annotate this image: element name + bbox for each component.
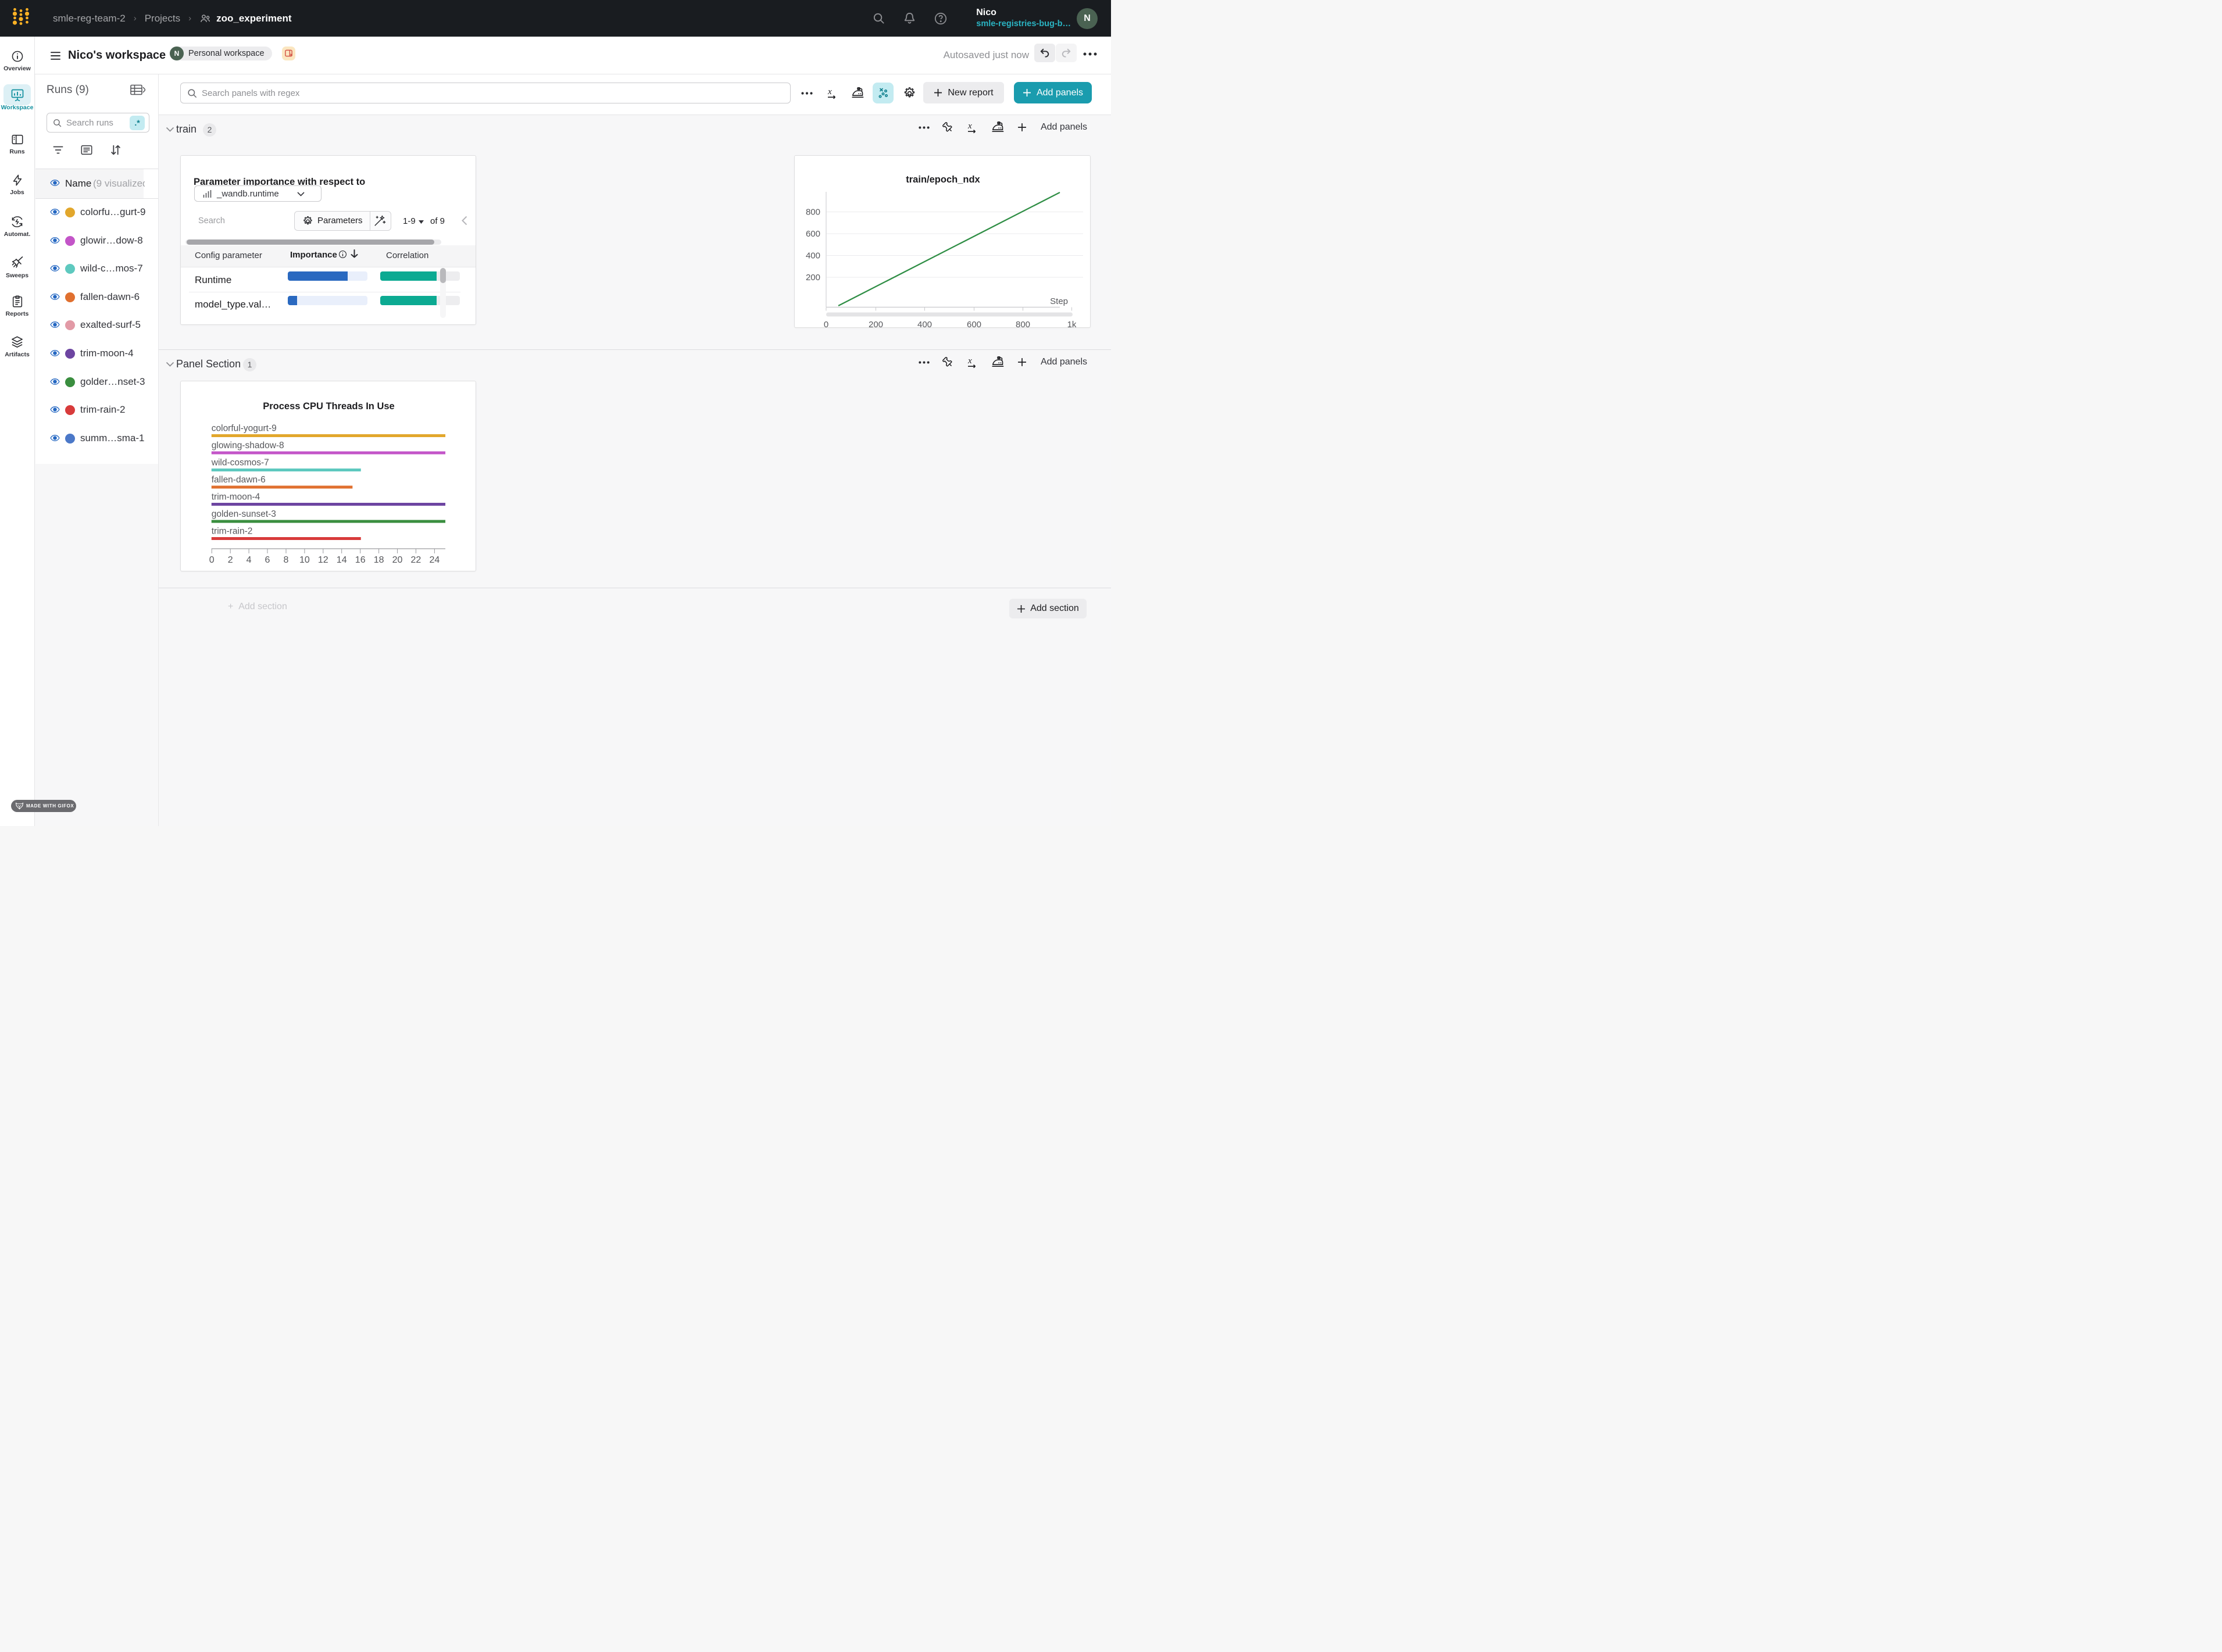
svg-text:2: 2 [228, 555, 233, 565]
svg-text:golden-sunset-3: golden-sunset-3 [212, 509, 276, 519]
svg-text:8: 8 [284, 555, 289, 565]
svg-text:x: x [967, 121, 972, 131]
svg-text:fallen-dawn-6: fallen-dawn-6 [212, 475, 266, 485]
svg-text:16: 16 [355, 555, 366, 565]
svg-text:x: x [827, 87, 832, 96]
svg-text:200: 200 [806, 273, 820, 283]
svg-text:14: 14 [337, 555, 347, 565]
svg-text:22: 22 [411, 555, 421, 565]
svg-text:4: 4 [247, 555, 252, 565]
svg-text:20: 20 [392, 555, 403, 565]
svg-text:600: 600 [806, 229, 820, 239]
svg-text:18: 18 [374, 555, 384, 565]
svg-text:6: 6 [265, 555, 270, 565]
svg-text:800: 800 [806, 208, 820, 217]
svg-text:200: 200 [869, 320, 883, 327]
svg-text:x: x [967, 356, 972, 366]
svg-text:Step: Step [1050, 296, 1068, 306]
svg-text:24: 24 [430, 555, 440, 565]
svg-text:wild-cosmos-7: wild-cosmos-7 [211, 458, 269, 468]
svg-text:12: 12 [318, 555, 328, 565]
svg-text:trim-moon-4: trim-moon-4 [212, 492, 260, 502]
svg-text:colorful-yogurt-9: colorful-yogurt-9 [212, 424, 277, 434]
svg-text:0: 0 [824, 320, 828, 327]
svg-text:600: 600 [967, 320, 981, 327]
svg-text:800: 800 [1016, 320, 1030, 327]
svg-text:trim-rain-2: trim-rain-2 [212, 527, 253, 537]
svg-text:10: 10 [299, 555, 310, 565]
svg-text:400: 400 [917, 320, 932, 327]
svg-text:400: 400 [806, 251, 820, 261]
svg-text:glowing-shadow-8: glowing-shadow-8 [212, 441, 284, 450]
svg-text:1k: 1k [1067, 320, 1077, 327]
svg-text:0: 0 [209, 555, 215, 565]
